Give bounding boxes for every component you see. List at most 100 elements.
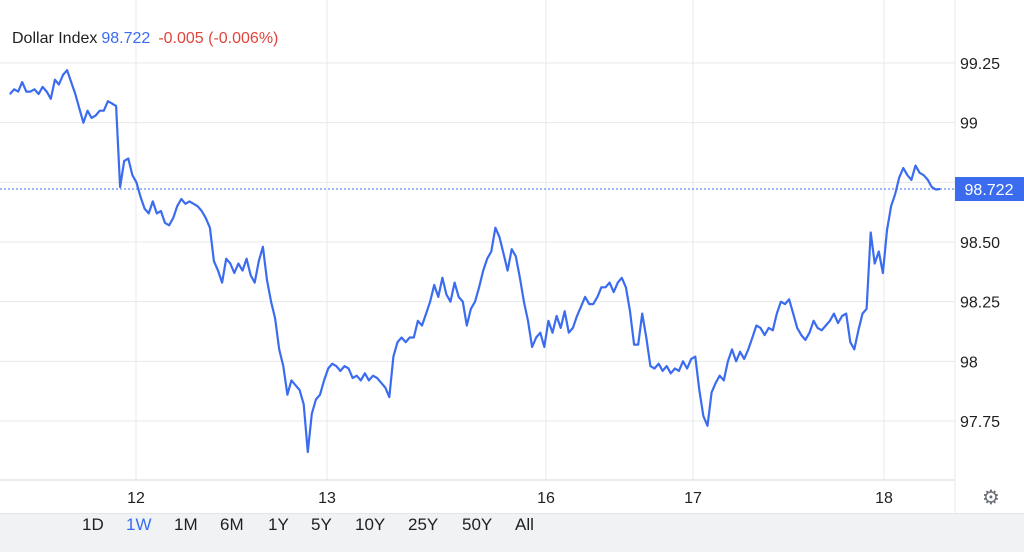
range-1d-button[interactable]: 1D xyxy=(82,515,104,534)
data-point xyxy=(290,379,292,381)
range-1y-button[interactable]: 1Y xyxy=(268,515,289,534)
data-point xyxy=(768,327,770,329)
chart-legend: Dollar Index 98.722 -0.005 (-0.006%) xyxy=(12,30,278,48)
range-all-button[interactable]: All xyxy=(515,515,534,534)
data-point xyxy=(498,236,501,238)
data-point xyxy=(274,317,276,319)
data-point xyxy=(837,322,839,324)
data-point xyxy=(755,324,758,327)
data-point xyxy=(914,165,917,167)
data-point xyxy=(751,336,754,339)
data-point xyxy=(119,186,121,188)
data-point xyxy=(413,336,415,339)
data-point xyxy=(674,367,676,370)
data-point xyxy=(188,200,191,202)
data-point xyxy=(723,379,725,381)
data-point xyxy=(759,327,762,329)
data-point xyxy=(74,93,76,95)
data-point xyxy=(164,222,166,224)
y-tick-label: 99 xyxy=(960,116,978,133)
data-point xyxy=(441,277,443,279)
data-point xyxy=(33,88,36,90)
data-point xyxy=(213,260,215,262)
data-point xyxy=(882,272,884,274)
data-point xyxy=(743,358,745,360)
data-point xyxy=(180,198,182,200)
data-point xyxy=(788,298,790,300)
data-point xyxy=(123,160,125,162)
data-point xyxy=(70,81,72,83)
data-point xyxy=(107,100,109,102)
data-point xyxy=(800,334,802,336)
data-point xyxy=(568,332,570,334)
data-point xyxy=(327,367,329,370)
data-point xyxy=(294,384,297,386)
data-point xyxy=(237,262,239,265)
data-point xyxy=(629,310,631,312)
gear-icon[interactable]: ⚙ xyxy=(982,487,1000,509)
data-point xyxy=(637,344,639,346)
data-point xyxy=(454,282,456,284)
data-point xyxy=(474,301,476,303)
data-point xyxy=(135,181,137,183)
data-point xyxy=(580,305,582,307)
data-point xyxy=(698,389,700,391)
data-point xyxy=(923,174,925,176)
data-point xyxy=(241,270,244,272)
data-point xyxy=(527,320,529,322)
data-point xyxy=(233,272,235,274)
data-point xyxy=(417,320,419,322)
data-point xyxy=(588,303,590,305)
data-point xyxy=(906,174,909,176)
data-point xyxy=(600,286,603,288)
data-point xyxy=(172,217,174,219)
data-point xyxy=(804,339,807,341)
range-selector-bar xyxy=(0,513,1024,552)
data-point xyxy=(429,301,431,303)
data-point xyxy=(841,315,843,317)
range-1m-button[interactable]: 1M xyxy=(174,515,198,534)
range-50y-button[interactable]: 50Y xyxy=(462,515,493,534)
data-point xyxy=(462,301,464,303)
range-25y-button[interactable]: 25Y xyxy=(408,515,439,534)
range-6m-button[interactable]: 6M xyxy=(220,515,244,534)
data-point xyxy=(613,291,615,293)
data-point xyxy=(927,179,929,181)
data-point xyxy=(86,110,89,112)
data-point xyxy=(866,308,868,310)
data-point xyxy=(278,348,280,350)
data-point xyxy=(160,210,162,212)
data-point xyxy=(609,282,611,284)
range-10y-button[interactable]: 10Y xyxy=(355,515,386,534)
data-point xyxy=(466,324,468,327)
grid-lines xyxy=(0,0,955,480)
data-point xyxy=(658,363,660,365)
range-5y-button[interactable]: 5Y xyxy=(311,515,332,534)
data-point xyxy=(633,344,635,346)
data-point xyxy=(225,258,227,260)
data-point xyxy=(556,315,558,317)
data-point xyxy=(46,91,48,93)
data-point xyxy=(482,270,484,272)
data-point xyxy=(319,394,321,396)
data-point xyxy=(131,174,133,176)
data-point xyxy=(376,377,378,379)
data-point xyxy=(91,117,93,119)
data-point xyxy=(303,403,305,405)
data-point xyxy=(66,69,68,71)
data-point xyxy=(445,293,447,296)
data-point xyxy=(54,79,56,81)
data-point xyxy=(719,375,721,377)
data-point xyxy=(25,91,27,93)
data-point xyxy=(702,415,705,417)
data-point xyxy=(421,324,423,327)
data-point xyxy=(42,86,44,88)
data-point xyxy=(449,301,452,303)
data-point xyxy=(38,93,40,95)
data-point xyxy=(878,250,880,253)
data-point xyxy=(808,332,811,334)
data-point xyxy=(470,308,472,310)
range-1w-button[interactable]: 1W xyxy=(126,515,152,534)
data-point xyxy=(784,303,786,305)
data-point xyxy=(870,231,872,234)
